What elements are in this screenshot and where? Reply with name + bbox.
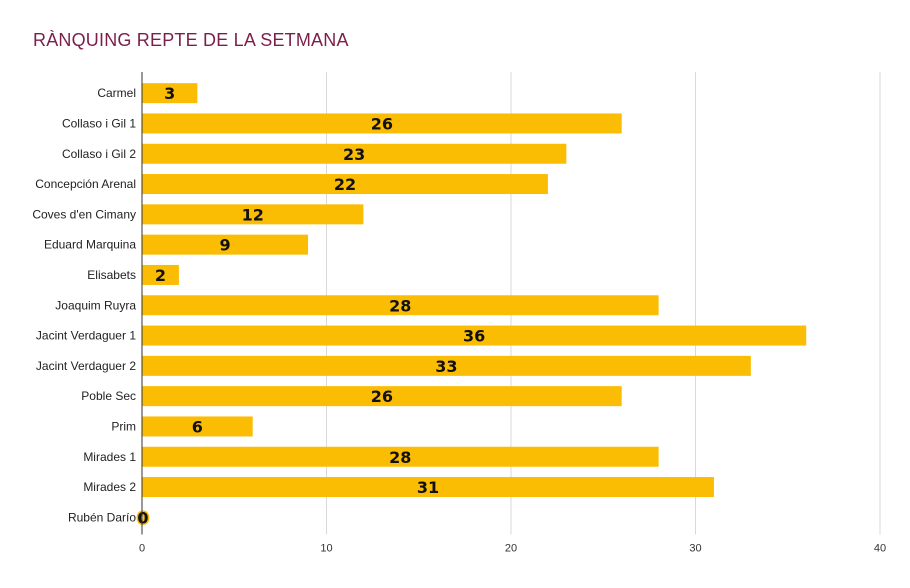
category-label: Eduard Marquina [44,238,136,252]
data-label: 23 [343,145,365,164]
data-label: 26 [371,114,393,133]
chart-title: RÀNQUING REPTE DE LA SETMANA [33,30,349,50]
bar [142,264,179,285]
bar [142,355,751,376]
x-tick-label: 30 [689,543,701,555]
data-label: 36 [463,327,485,346]
category-label: Mirades 1 [83,450,136,464]
bar [142,477,714,498]
data-label: 2 [155,266,166,285]
category-label: Jacint Verdaguer 1 [36,329,136,343]
data-label: 0 [137,508,148,527]
category-label: Joaquim Ruyra [55,298,136,312]
data-label: 22 [334,175,356,194]
category-label: Poble Sec [81,389,136,403]
bar [142,325,807,346]
bar [142,204,364,225]
data-label: 12 [242,205,264,224]
x-tick-label: 20 [505,543,517,555]
category-label: Carmel [97,86,136,100]
x-tick-label: 10 [320,543,332,555]
bar [142,295,659,316]
category-label: Coves d'en Cimany [32,207,136,221]
category-label: Prim [111,419,136,433]
data-label: 26 [371,387,393,406]
bar [142,143,567,164]
bar [142,113,622,134]
category-label: Collaso i Gil 1 [62,116,136,130]
category-label: Collaso i Gil 2 [62,147,136,161]
x-tick-label: 0 [139,543,145,555]
category-label: Jacint Verdaguer 2 [36,359,136,373]
category-label: Mirades 2 [83,480,136,494]
category-label: Elisabets [87,268,136,282]
data-label: 31 [417,478,439,497]
bar [142,234,309,255]
data-label: 6 [192,417,203,436]
bar [142,174,548,195]
bar [142,83,198,104]
data-label: 3 [164,84,175,103]
x-tick-label: 40 [874,543,886,555]
data-label: 28 [389,448,411,467]
data-label: 28 [389,296,411,315]
bar [142,446,659,467]
bar [142,416,253,437]
category-label: Rubén Darío [68,510,136,524]
bar [142,386,622,407]
data-label: 9 [219,236,230,255]
category-label: Concepción Arenal [35,177,136,191]
data-label: 33 [435,357,457,376]
